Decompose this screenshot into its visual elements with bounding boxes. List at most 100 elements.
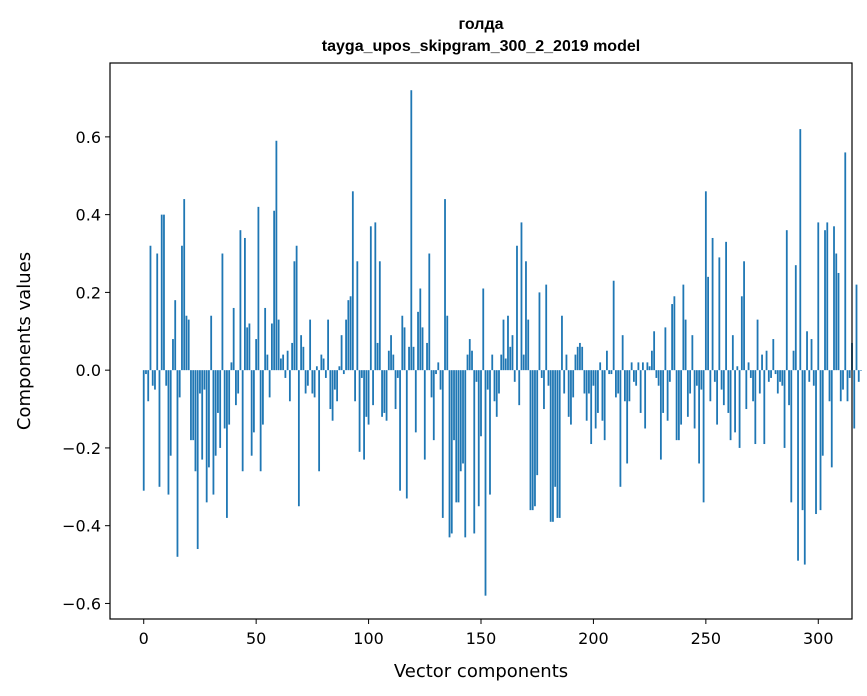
bar <box>664 327 667 371</box>
bar <box>306 370 309 386</box>
bar <box>655 370 658 378</box>
bar <box>374 222 377 371</box>
bar <box>167 370 170 495</box>
bar <box>327 319 329 371</box>
bar <box>385 370 388 421</box>
bar <box>857 370 860 382</box>
bar <box>615 370 617 398</box>
bar <box>403 327 406 371</box>
bar <box>417 311 419 371</box>
bar <box>165 370 168 386</box>
bar <box>257 206 260 371</box>
bar <box>520 222 523 371</box>
bar <box>446 315 449 371</box>
bar <box>300 335 303 371</box>
bar <box>648 366 651 371</box>
bar <box>707 276 709 371</box>
bar <box>513 370 516 382</box>
bar <box>754 370 757 445</box>
bar <box>387 350 390 371</box>
bar <box>756 319 759 371</box>
y-axis-ticks: −0.6 −0.4 −0.2 0.0 0.2 0.4 0.6 <box>62 128 110 613</box>
chart-title: голда <box>458 16 503 33</box>
bar <box>543 370 545 410</box>
bar <box>713 370 716 382</box>
bar <box>790 370 793 503</box>
bar <box>142 370 145 491</box>
bar <box>151 370 154 386</box>
bar <box>480 370 482 437</box>
bar <box>585 370 588 421</box>
bar <box>518 370 521 406</box>
bar <box>749 370 752 378</box>
bar <box>594 370 597 429</box>
bar <box>199 370 201 394</box>
bar <box>599 362 602 371</box>
bar <box>812 370 815 386</box>
bar <box>734 370 736 433</box>
bar <box>448 370 451 538</box>
bar <box>239 230 242 371</box>
bar <box>662 370 665 413</box>
bar <box>444 199 446 371</box>
bar <box>641 362 644 371</box>
x-tick-label: 200 <box>578 629 609 648</box>
bar <box>855 284 858 371</box>
bar <box>765 350 768 371</box>
x-tick-label: 150 <box>466 629 497 648</box>
bar <box>709 370 712 402</box>
bar <box>817 222 820 371</box>
bar <box>758 370 761 394</box>
bar <box>603 370 606 441</box>
bar <box>266 354 269 371</box>
bar <box>181 245 183 371</box>
bar <box>275 140 278 371</box>
bar <box>763 370 766 445</box>
y-axis-label: Components values <box>14 252 35 430</box>
bar <box>230 362 233 371</box>
bar <box>725 241 727 371</box>
bar <box>808 370 811 382</box>
bar <box>779 370 781 382</box>
bar <box>738 370 741 448</box>
bar <box>776 370 779 394</box>
bar <box>583 370 586 394</box>
bar <box>396 370 399 378</box>
bar <box>500 354 503 371</box>
bar <box>174 300 177 371</box>
bar <box>248 323 251 371</box>
bar <box>579 342 581 371</box>
bar <box>556 370 559 518</box>
bar <box>592 370 595 386</box>
bar <box>158 370 161 487</box>
bar <box>160 214 163 371</box>
bar <box>558 370 561 518</box>
bar <box>356 261 359 371</box>
bar <box>367 370 370 425</box>
bar <box>471 350 473 371</box>
bar <box>547 370 550 386</box>
bar <box>235 370 237 406</box>
bar <box>761 354 763 371</box>
bar <box>729 370 732 441</box>
bar <box>606 350 608 371</box>
bar <box>255 339 258 371</box>
bar <box>154 370 156 390</box>
bar <box>304 370 307 394</box>
bar <box>273 210 276 371</box>
bars-group <box>142 90 862 596</box>
bar <box>848 370 851 378</box>
bar <box>149 245 152 371</box>
bar <box>810 339 813 371</box>
bar <box>799 129 802 371</box>
bar <box>774 370 777 375</box>
bar <box>147 370 150 402</box>
bar <box>601 370 604 421</box>
x-tick-label: 100 <box>353 629 384 648</box>
bar <box>210 315 213 371</box>
bar <box>630 362 633 371</box>
bar <box>279 358 282 371</box>
bar <box>453 370 455 441</box>
bar <box>536 370 539 476</box>
